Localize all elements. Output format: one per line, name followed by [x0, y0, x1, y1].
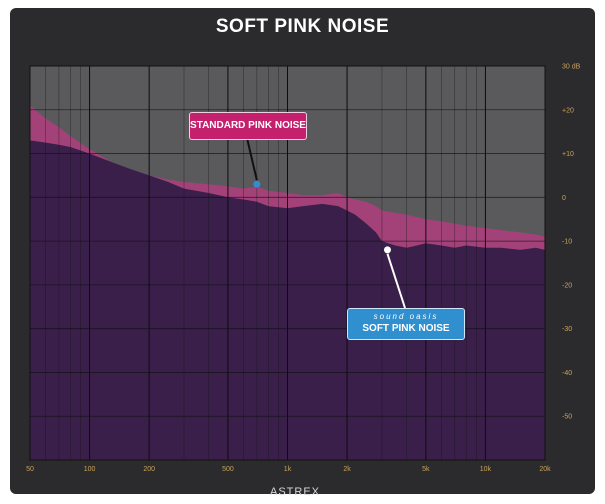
x-tick-label: 50	[26, 466, 34, 473]
x-tick-label: 100	[84, 466, 96, 473]
y-tick-label: +20	[562, 107, 574, 114]
x-tick-label: 500	[222, 466, 234, 473]
soft-pink-noise-label: SOFT PINK NOISE	[362, 323, 450, 334]
sound-oasis-logo: sound oasis	[373, 312, 439, 321]
y-tick-label: 30 dB	[562, 64, 581, 71]
soft-pink-noise-callout: sound oasis SOFT PINK NOISE	[347, 308, 465, 340]
watermark: ASTREX	[270, 486, 321, 498]
y-tick-label: -30	[562, 326, 572, 333]
y-tick-label: -10	[562, 239, 572, 246]
standard-pink-noise-label: STANDARD PINK NOISE	[190, 120, 306, 131]
x-tick-label: 2k	[343, 466, 351, 473]
standard-pink-noise-callout: STANDARD PINK NOISE	[189, 112, 307, 140]
x-tick-label: 20k	[539, 466, 551, 473]
plot-border	[29, 65, 546, 461]
x-tick-label: 10k	[480, 466, 492, 473]
soft-pink-noise-pointer	[386, 253, 406, 309]
x-tick-label: 200	[143, 466, 155, 473]
chart-title: SOFT PINK NOISE	[215, 16, 390, 37]
standard-pink-noise-pointer	[246, 137, 258, 181]
y-tick-label: +10	[562, 151, 574, 158]
standard-pink-noise-marker	[253, 180, 261, 188]
y-tick-label: -50	[562, 414, 572, 421]
soft-pink-noise-marker	[383, 246, 391, 254]
y-tick-label: -40	[562, 370, 572, 377]
y-tick-label: 0	[562, 195, 566, 202]
x-tick-label: 5k	[422, 466, 430, 473]
x-tick-label: 1k	[284, 466, 292, 473]
y-tick-label: -20	[562, 282, 572, 289]
